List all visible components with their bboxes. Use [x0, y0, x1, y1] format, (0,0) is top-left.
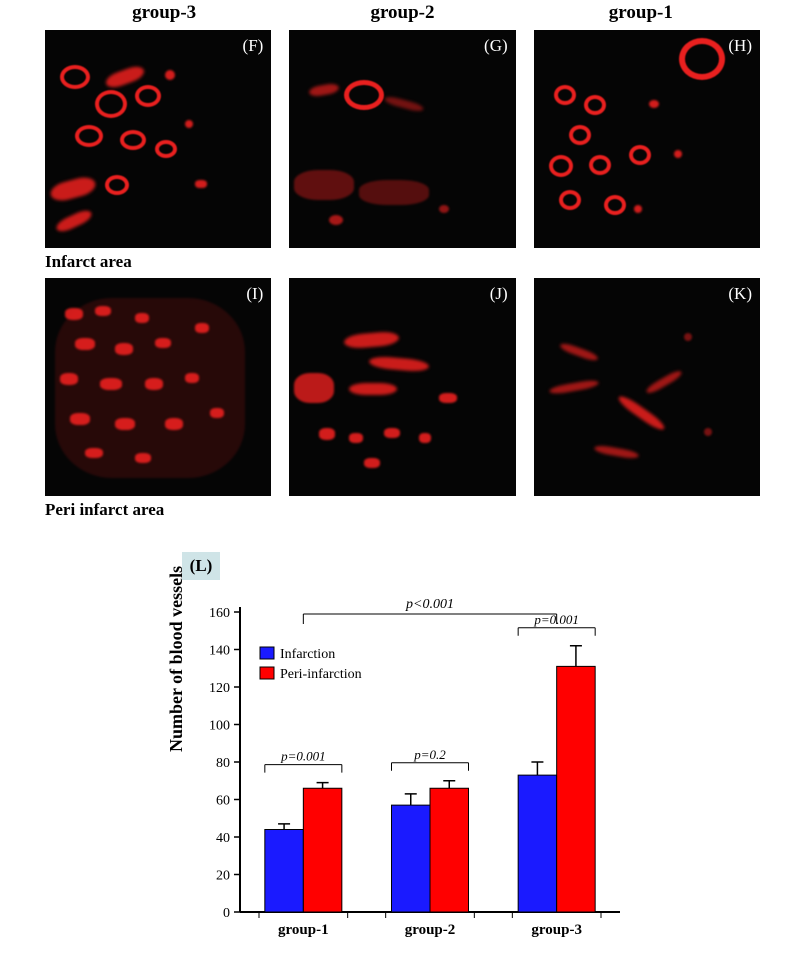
svg-text:p<0.001: p<0.001 [405, 597, 454, 612]
panel-tag-F: (F) [243, 36, 264, 56]
svg-text:Peri-infarction: Peri-infarction [280, 667, 362, 682]
svg-text:p=0.2: p=0.2 [413, 747, 446, 762]
col-header-g3: group-3 [45, 2, 283, 24]
svg-text:40: 40 [216, 831, 230, 846]
panel-tag-H: (H) [728, 36, 752, 56]
svg-text:Infarction: Infarction [280, 647, 335, 662]
chart-svg: 0 20 40 60 80 100 120 140 160 group-1 p=0.001 group… [170, 582, 630, 962]
svg-text:p=0.001: p=0.001 [280, 749, 326, 764]
panel-tag-I: (I) [246, 284, 263, 304]
svg-text:160: 160 [209, 606, 230, 621]
svg-text:100: 100 [209, 719, 230, 734]
svg-text:group-1: group-1 [278, 922, 329, 938]
panel-tag-K: (K) [728, 284, 752, 304]
svg-text:group-2: group-2 [405, 922, 456, 938]
panel-tag-G: (G) [484, 36, 508, 56]
micrograph-J: (J) [289, 278, 515, 496]
col-header-g1: group-1 [522, 2, 760, 24]
svg-text:80: 80 [216, 756, 230, 771]
row-label-infarct: Infarct area [45, 252, 132, 272]
panel-tag-L: (L) [182, 552, 220, 580]
micrograph-K: (K) [534, 278, 760, 496]
svg-text:140: 140 [209, 644, 230, 659]
svg-text:group-3: group-3 [531, 922, 582, 938]
micrograph-I: (I) [45, 278, 271, 496]
bar-chart: (L) Number of blood vessels 020406080100… [170, 552, 630, 952]
row-label-peri: Peri infarct area [45, 500, 164, 520]
micrograph-H: (H) [534, 30, 760, 248]
svg-text:0: 0 [223, 906, 230, 921]
panel-tag-J: (J) [490, 284, 508, 304]
micrograph-G: (G) [289, 30, 515, 248]
svg-text:60: 60 [216, 794, 230, 809]
svg-text:120: 120 [209, 681, 230, 696]
col-header-g2: group-2 [283, 2, 521, 24]
svg-text:20: 20 [216, 869, 230, 884]
micrograph-F: (F) [45, 30, 271, 248]
